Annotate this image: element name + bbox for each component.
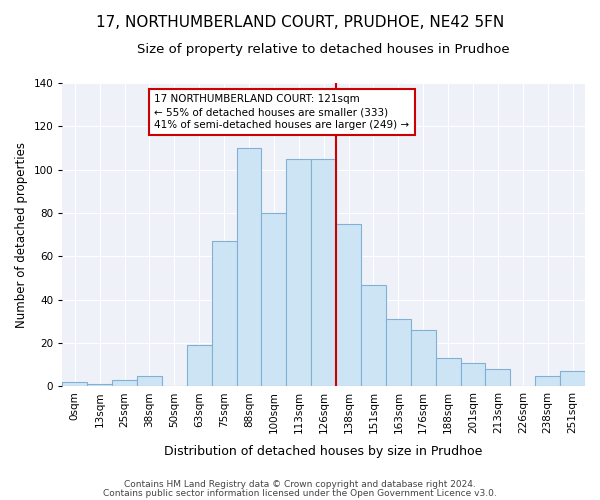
Bar: [112, 380, 137, 386]
Bar: [436, 358, 461, 386]
Bar: [286, 159, 311, 386]
Bar: [336, 224, 361, 386]
Bar: [386, 319, 411, 386]
Bar: [236, 148, 262, 386]
Y-axis label: Number of detached properties: Number of detached properties: [15, 142, 28, 328]
Text: Contains HM Land Registry data © Crown copyright and database right 2024.: Contains HM Land Registry data © Crown c…: [124, 480, 476, 489]
Bar: [560, 371, 585, 386]
Bar: [485, 369, 511, 386]
Bar: [62, 382, 87, 386]
Bar: [311, 159, 336, 386]
Bar: [137, 376, 162, 386]
Bar: [535, 376, 560, 386]
Text: 17 NORTHUMBERLAND COURT: 121sqm
← 55% of detached houses are smaller (333)
41% o: 17 NORTHUMBERLAND COURT: 121sqm ← 55% of…: [154, 94, 410, 130]
X-axis label: Distribution of detached houses by size in Prudhoe: Distribution of detached houses by size …: [164, 444, 483, 458]
Bar: [361, 284, 386, 386]
Text: Contains public sector information licensed under the Open Government Licence v3: Contains public sector information licen…: [103, 488, 497, 498]
Bar: [87, 384, 112, 386]
Bar: [212, 241, 236, 386]
Bar: [187, 345, 212, 387]
Bar: [461, 362, 485, 386]
Bar: [411, 330, 436, 386]
Title: Size of property relative to detached houses in Prudhoe: Size of property relative to detached ho…: [137, 42, 510, 56]
Bar: [262, 213, 286, 386]
Text: 17, NORTHUMBERLAND COURT, PRUDHOE, NE42 5FN: 17, NORTHUMBERLAND COURT, PRUDHOE, NE42 …: [96, 15, 504, 30]
